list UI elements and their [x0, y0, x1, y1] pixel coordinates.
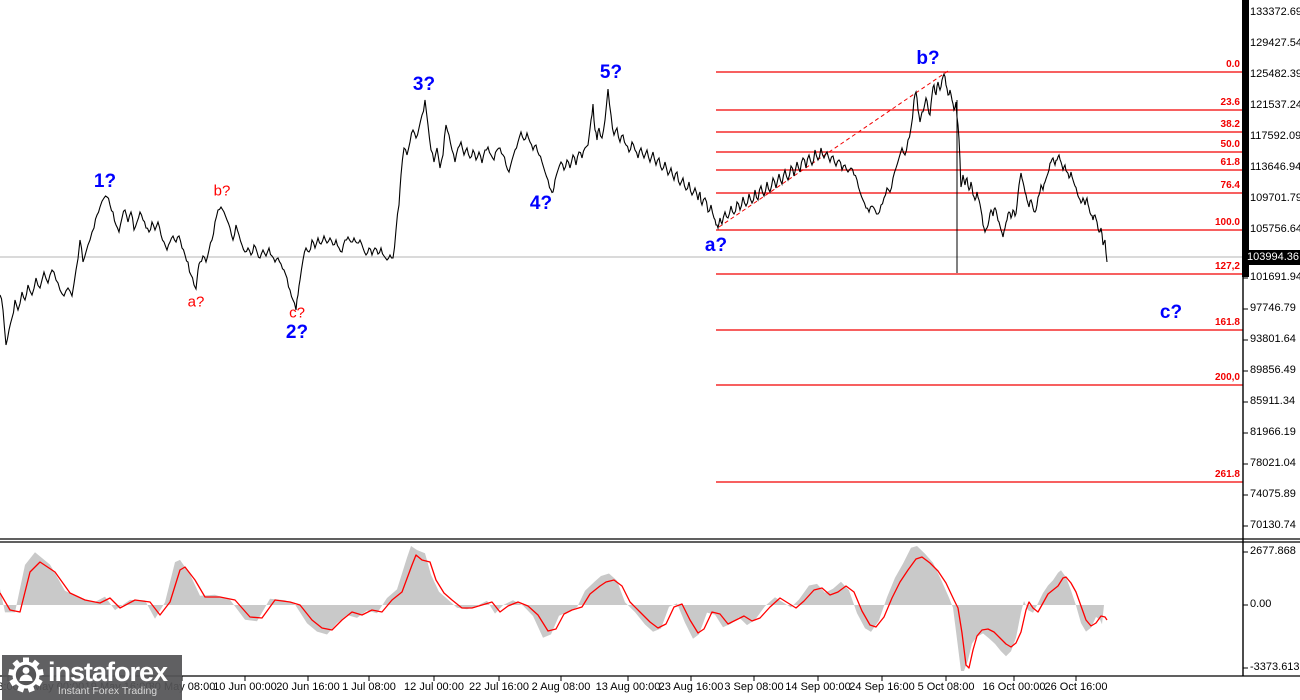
- fib-edge-bar: [1242, 0, 1249, 277]
- current-price-badge: 103994.36: [1244, 250, 1300, 265]
- oscillator-histogram: [0, 546, 1104, 671]
- instaforex-watermark: instaforex Instant Forex Trading: [2, 655, 182, 700]
- trend-line-dashed[interactable]: [718, 70, 949, 228]
- oscillator-signal-line: [0, 554, 1108, 669]
- instaforex-tagline: Instant Forex Trading: [57, 684, 158, 697]
- instaforex-brand-text: instaforex: [48, 656, 168, 687]
- instaforex-gear-icon: [6, 655, 46, 700]
- price-line: [0, 72, 1108, 346]
